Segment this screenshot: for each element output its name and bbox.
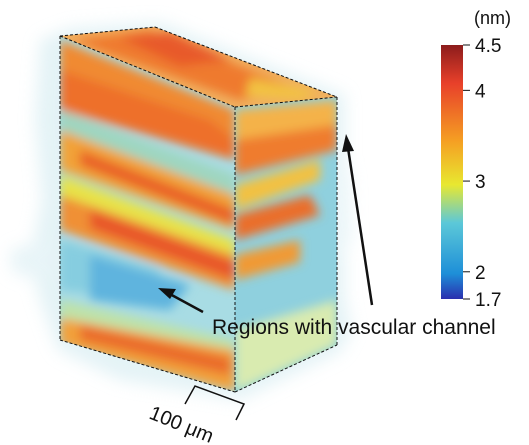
colorbar: (nm) 4.5 4 3 2 1.7 — [441, 8, 511, 311]
sample-front-face — [60, 36, 235, 392]
colorbar-tick-label: 2 — [475, 263, 486, 284]
colorbar-tick-label: 4.5 — [475, 36, 501, 57]
scale-bar-line — [184, 385, 246, 421]
scale-bar-label: 100 μm — [146, 402, 216, 445]
bounding-box — [59, 26, 338, 393]
colorbar-tick-label: 1.7 — [475, 290, 501, 311]
sample-side-face — [235, 97, 337, 392]
colorbar-gradient — [441, 45, 463, 299]
arrow-to-channel-left — [158, 288, 204, 314]
arrow-to-channel-right — [342, 134, 374, 306]
colorbar-tick-label: 4 — [475, 81, 486, 102]
colorbar-tick-label: 3 — [475, 172, 486, 193]
colorbar-unit-label: (nm) — [474, 8, 511, 28]
annotation-label: Regions with vascular channel — [212, 316, 496, 339]
